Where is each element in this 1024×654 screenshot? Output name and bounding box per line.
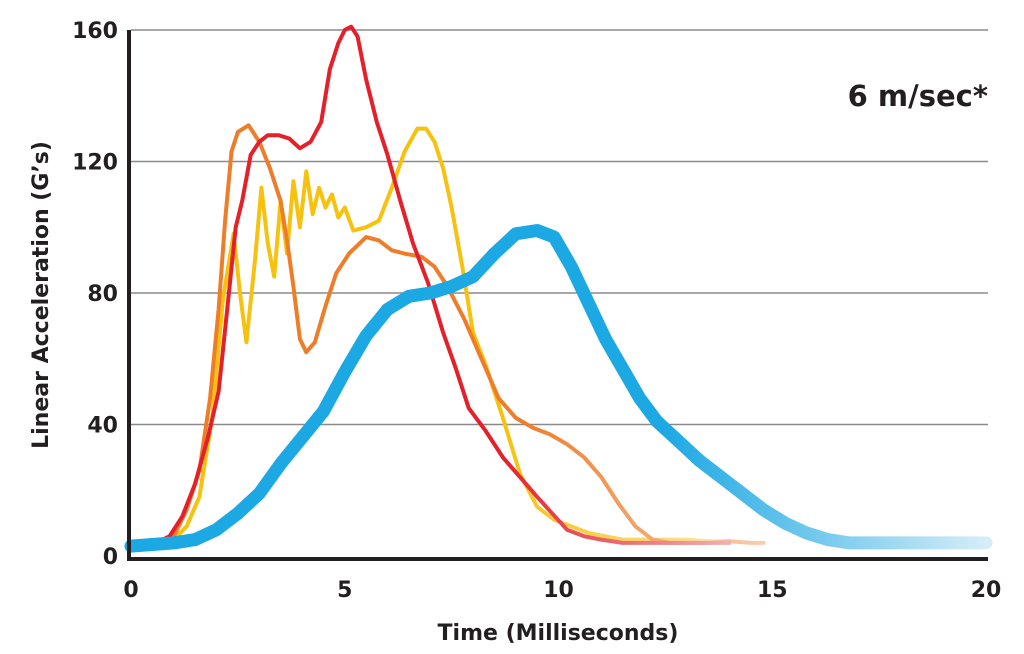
y-tick-label: 80 bbox=[87, 282, 118, 307]
series-line-2 bbox=[129, 123, 766, 549]
series-line-3 bbox=[129, 24, 732, 549]
x-tick-label: 5 bbox=[337, 578, 352, 603]
series-line-1 bbox=[129, 126, 732, 549]
y-axis-title: Linear Acceleration (G’s) bbox=[29, 141, 54, 449]
x-axis-title: Time (Milliseconds) bbox=[438, 621, 679, 646]
y-tick-label: 160 bbox=[72, 19, 118, 44]
x-tick-label: 20 bbox=[971, 578, 1002, 603]
x-tick-label: 15 bbox=[757, 578, 788, 603]
y-tick-label: 0 bbox=[103, 545, 118, 570]
gridlines bbox=[131, 29, 988, 426]
y-tick-label: 120 bbox=[72, 151, 118, 176]
tick-labels: 0 40 80 120 160 0 5 10 15 20 bbox=[72, 19, 1001, 603]
x-tick-label: 0 bbox=[123, 578, 138, 603]
y-tick-label: 40 bbox=[87, 414, 118, 439]
axes bbox=[127, 30, 988, 561]
series-line-4 bbox=[124, 224, 993, 553]
series-lines bbox=[124, 24, 993, 553]
x-tick-label: 10 bbox=[543, 578, 574, 603]
speed-annotation: 6 m/sec* bbox=[848, 79, 988, 113]
